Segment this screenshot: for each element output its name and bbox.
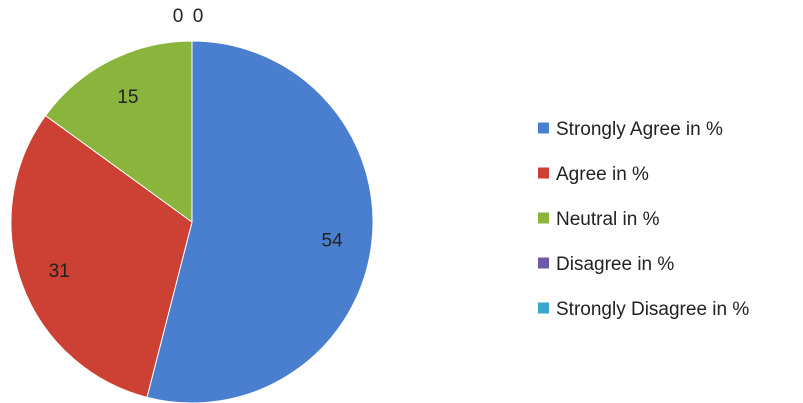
legend-swatch-disagree-in [538,257,549,269]
legend-item-strongly-agree-in: Strongly Agree in % [538,119,723,140]
legend-item-disagree-in: Disagree in % [538,254,674,275]
legend-item-agree-in: Agree in % [538,164,649,185]
legend-label-strongly-agree-in: Strongly Agree in % [556,119,723,140]
legend-swatch-strongly-disagree-in [538,302,549,314]
pie-slices [10,40,374,403]
slice-value-label-strongly-disagree-in: 0 [193,6,204,27]
legend-swatch-neutral-in [538,212,549,224]
legend: Strongly Agree in % Agree in % Neutral in … [538,119,749,320]
pie-slice-strongly-agree-in [146,40,374,403]
slice-value-label-disagree-in: 0 [173,6,184,27]
slice-value-label-strongly-agree-in: 54 [322,231,344,252]
legend-label-strongly-disagree-in: Strongly Disagree in % [556,299,749,320]
slice-value-label-neutral-in: 15 [117,87,138,108]
slice-value-label-agree-in: 31 [49,261,70,282]
legend-item-strongly-disagree-in: Strongly Disagree in % [538,299,749,320]
pie-slice-neutral-in [44,40,193,223]
pie-slice-agree-in [10,114,193,398]
legend-label-agree-in: Agree in % [556,164,649,185]
legend-label-disagree-in: Disagree in % [556,254,674,275]
pie-value-labels: 54 31 15 0 0 [49,6,343,282]
legend-swatch-strongly-agree-in [538,122,549,134]
legend-item-neutral-in: Neutral in % [538,209,660,230]
legend-label-neutral-in: Neutral in % [556,209,660,230]
legend-swatch-agree-in [538,167,549,179]
